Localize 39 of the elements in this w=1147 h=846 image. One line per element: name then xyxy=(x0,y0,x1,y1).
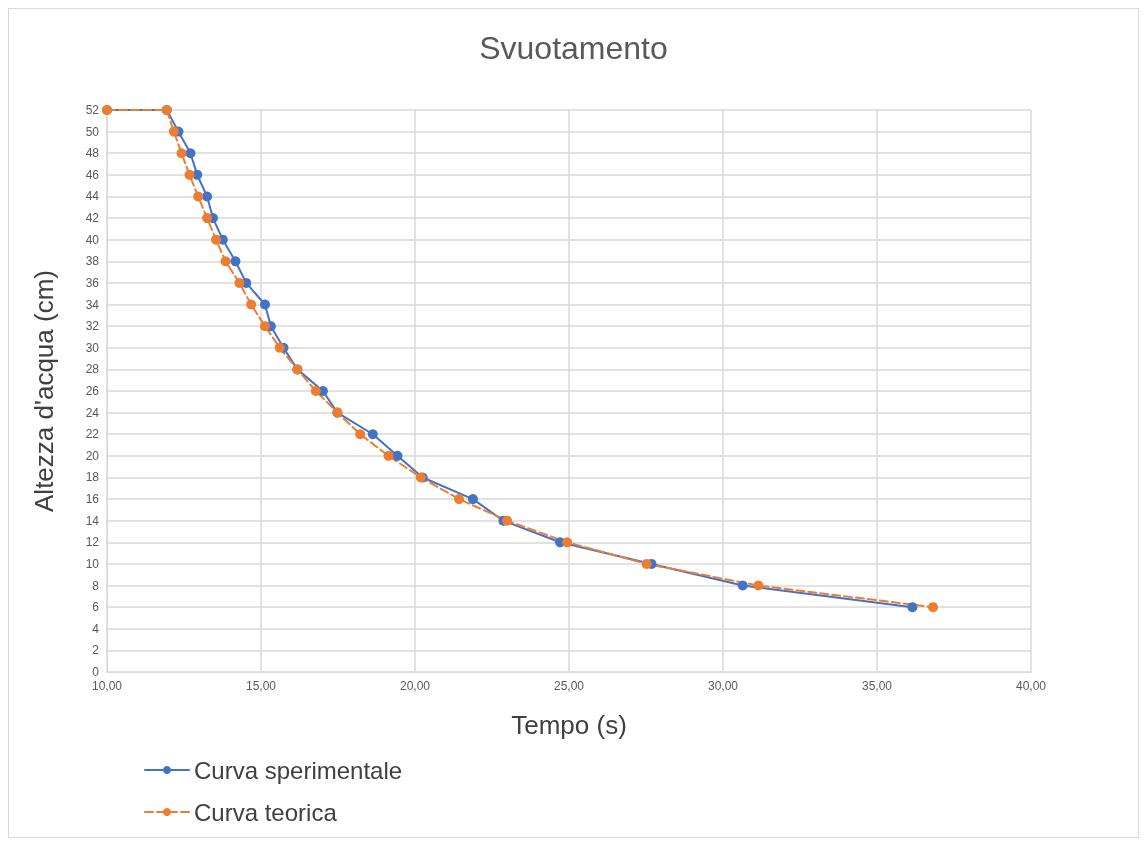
y-tick-label: 32 xyxy=(85,319,100,334)
y-tick-label: 14 xyxy=(85,513,100,528)
y-tick-label: 0 xyxy=(92,665,100,679)
legend-label: Curva sperimentale xyxy=(194,756,403,784)
chart-title: Svuotamento xyxy=(479,30,668,66)
x-tick-label: 15,00 xyxy=(245,679,277,693)
x-tick-label: 30,00 xyxy=(707,679,739,693)
y-tick-label: 34 xyxy=(85,297,100,312)
y-tick-label: 26 xyxy=(85,384,100,398)
y-tick-label: 24 xyxy=(85,405,100,420)
y-tick-label: 6 xyxy=(92,600,100,615)
y-tick-label: 46 xyxy=(85,167,100,182)
y-tick-label: 4 xyxy=(92,621,100,636)
y-tick-label: 12 xyxy=(85,535,100,550)
x-tick-label: 25,00 xyxy=(553,679,585,693)
y-tick-label: 50 xyxy=(85,124,100,139)
x-tick-label: 40,00 xyxy=(1015,679,1047,693)
y-tick-label: 22 xyxy=(85,427,100,442)
y-tick-label: 40 xyxy=(85,232,100,247)
y-tick-label: 36 xyxy=(85,275,100,290)
x-tick-label: 10,00 xyxy=(91,679,123,693)
y-tick-label: 28 xyxy=(85,362,100,377)
y-tick-label: 44 xyxy=(85,189,100,204)
y-tick-label: 2 xyxy=(92,643,100,658)
y-tick-label: 8 xyxy=(92,578,100,593)
y-tick-label: 52 xyxy=(85,103,100,117)
y-axis-title: Altezza d'acqua (cm) xyxy=(29,270,59,512)
y-tick-label: 10 xyxy=(85,556,100,571)
y-tick-label: 30 xyxy=(85,340,100,355)
y-tick-label: 38 xyxy=(85,254,100,269)
x-tick-label: 20,00 xyxy=(399,679,431,693)
y-tick-label: 42 xyxy=(85,211,100,226)
y-tick-label: 20 xyxy=(85,448,100,463)
legend-label: Curva teorica xyxy=(194,798,338,826)
y-tick-label: 18 xyxy=(85,470,100,485)
x-axis-title: Tempo (s) xyxy=(511,710,627,740)
y-tick-label: 16 xyxy=(85,492,100,507)
y-tick-label: 48 xyxy=(85,146,100,161)
x-tick-label: 35,00 xyxy=(861,679,893,693)
